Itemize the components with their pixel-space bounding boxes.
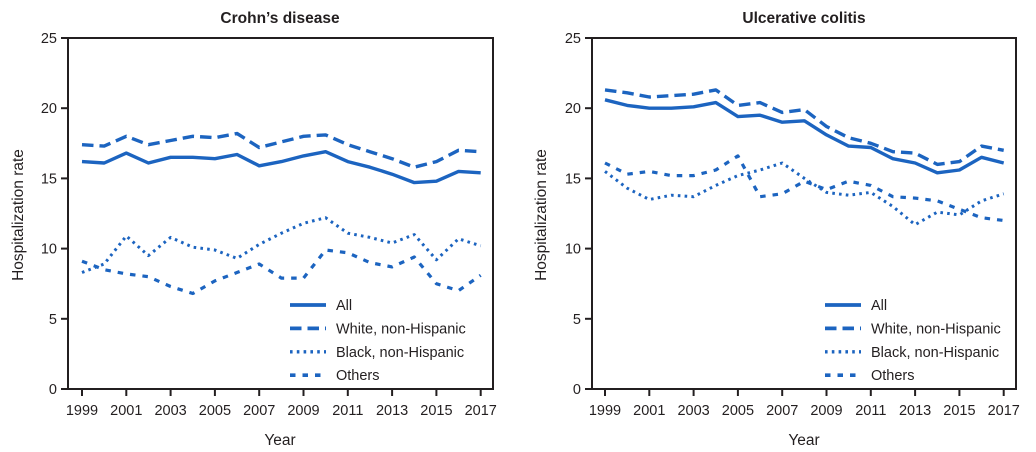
x-axis-title: Year [788,432,819,449]
x-tick-label: 2013 [899,403,931,419]
x-tick-label: 2003 [677,403,709,419]
series-line-black-non-hispanic [81,216,482,274]
series-line-all [604,98,1005,175]
x-tick-label: 1999 [66,403,98,419]
y-tick-label: 10 [565,242,581,258]
x-tick-label: 2007 [766,403,798,419]
series-line-black-non-hispanic [604,161,1005,227]
y-tick-label: 10 [41,242,57,258]
legend-label-black-non-hispanic: Black, non-Hispanic [871,345,999,361]
series-line-all [81,149,481,185]
legend-label-all: All [871,298,887,314]
x-tick-label: 2001 [110,403,142,419]
x-tick-label: 2015 [420,403,452,419]
y-tick-label: 0 [573,382,581,398]
legend-label-others: Others [871,368,915,384]
series-line-others [604,154,1004,223]
y-tick-label: 25 [41,31,57,47]
x-axis-title: Year [264,432,295,449]
plot-area: 0 5 10 15 20 25 1999 2001 2003 2005 2007 2009 2011 20… [41,31,497,419]
y-tick-label: 20 [565,101,581,117]
y-tick-label: 15 [41,171,57,187]
y-axis-title: Hospitalization rate [10,149,27,281]
x-tick-label: 2005 [199,403,231,419]
plot-area: 0 5 10 15 20 25 1999 2001 2003 2005 2007 2009 2011 20… [565,31,1020,419]
chart-title: Ulcerative colitis [742,10,865,27]
panel-crohns-disease: Crohn’s disease Hospitalization rate Yea… [10,10,497,449]
x-tick-label: 2003 [154,403,186,419]
plot-frame [67,37,494,390]
legend-label-white-non-hispanic: White, non-Hispanic [871,321,1001,337]
x-tick-label: 2011 [332,403,363,419]
ulcerative-colitis-chart: Ulcerative colitis Hospitalization rate … [533,10,1020,449]
x-tick-label: 2005 [722,403,754,419]
legend-label-black-non-hispanic: Black, non-Hispanic [336,345,464,361]
y-tick-label: 0 [49,382,57,398]
y-axis-title: Hospitalization rate [533,149,550,281]
y-tick-label: 5 [573,312,581,328]
x-tick-label: 2011 [855,403,886,419]
x-tick-label: 2001 [633,403,665,419]
series-line-white-non-hispanic [81,131,481,169]
x-tick-label: 1999 [589,403,621,419]
legend-label-white-non-hispanic: White, non-Hispanic [336,321,466,337]
series-line-others [81,248,482,296]
x-tick-label: 2017 [988,403,1020,419]
y-tick-label: 5 [49,312,57,328]
x-tick-label: 2015 [943,403,975,419]
x-tick-label: 2009 [287,403,319,419]
legend-label-all: All [336,298,352,314]
x-tick-label: 2009 [810,403,842,419]
x-tick-label: 2007 [243,403,275,419]
x-tick-label: 2017 [465,403,497,419]
x-tick-label: 2013 [376,403,408,419]
legend-label-others: Others [336,368,380,384]
panel-ulcerative-colitis: Ulcerative colitis Hospitalization rate … [518,0,1036,452]
series-line-white-non-hispanic [604,88,1005,167]
chart-title: Crohn’s disease [220,10,340,27]
y-tick-label: 15 [565,171,581,187]
y-tick-label: 25 [565,31,581,47]
plot-frame [591,37,1017,390]
crohns-disease-chart: Crohn’s disease Hospitalization rate Yea… [10,10,497,449]
y-tick-label: 20 [41,101,57,117]
